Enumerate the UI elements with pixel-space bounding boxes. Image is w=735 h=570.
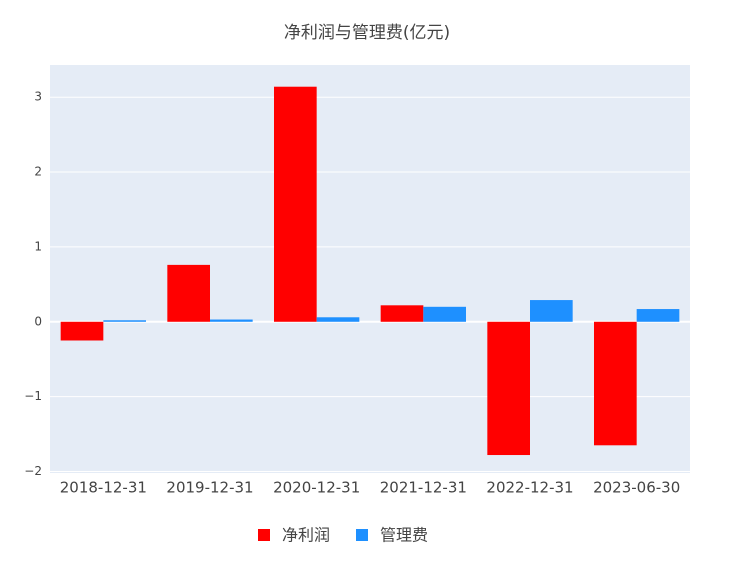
bar [316, 317, 360, 322]
legend-label: 净利润 [282, 526, 330, 545]
y-tick-label: 3 [34, 90, 42, 104]
bar [487, 321, 530, 456]
bar [167, 264, 210, 322]
y-tick-label: −1 [24, 389, 42, 403]
x-tick-label: 2018-12-31 [60, 479, 147, 497]
bar [60, 321, 104, 341]
bar [103, 320, 146, 322]
legend-label: 管理费 [380, 526, 428, 545]
legend-swatch [356, 529, 368, 541]
bar [380, 305, 424, 322]
y-tick-label: 0 [34, 314, 42, 328]
x-tick-label: 2022-12-31 [486, 479, 573, 497]
x-tick-label: 2021-12-31 [380, 479, 467, 497]
chart-title: 净利润与管理费(亿元) [284, 23, 450, 43]
legend-swatch [258, 529, 270, 541]
bar [594, 321, 637, 446]
x-tick-label: 2019-12-31 [166, 479, 253, 497]
bar [530, 300, 573, 322]
bar [636, 309, 680, 322]
y-tick-label: 1 [34, 239, 42, 253]
x-tick-label: 2020-12-31 [273, 479, 360, 497]
y-tick-label: 2 [34, 165, 42, 179]
plot-area [50, 65, 690, 473]
bar [274, 86, 317, 322]
bar [423, 306, 466, 322]
y-tick-label: −2 [24, 464, 42, 478]
x-tick-label: 2023-06-30 [593, 479, 680, 497]
bar [210, 319, 253, 322]
